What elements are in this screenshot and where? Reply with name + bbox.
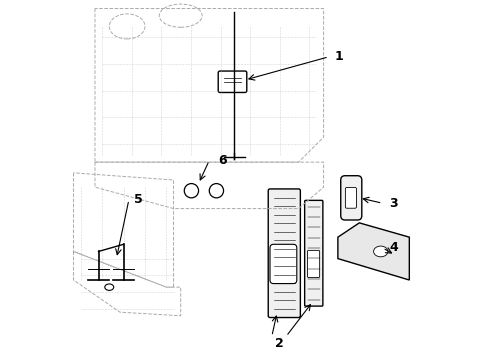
Text: 2: 2: [274, 337, 283, 350]
Polygon shape: [338, 223, 409, 280]
Text: 5: 5: [134, 193, 143, 206]
FancyBboxPatch shape: [270, 244, 297, 284]
FancyBboxPatch shape: [305, 201, 323, 306]
FancyBboxPatch shape: [308, 250, 319, 278]
FancyBboxPatch shape: [341, 176, 362, 220]
FancyBboxPatch shape: [345, 188, 356, 208]
Text: 4: 4: [390, 241, 398, 255]
Text: 6: 6: [218, 154, 227, 167]
FancyBboxPatch shape: [268, 189, 300, 318]
Text: 3: 3: [390, 197, 398, 210]
Ellipse shape: [373, 246, 388, 257]
FancyBboxPatch shape: [218, 71, 247, 93]
Text: 1: 1: [334, 50, 343, 63]
